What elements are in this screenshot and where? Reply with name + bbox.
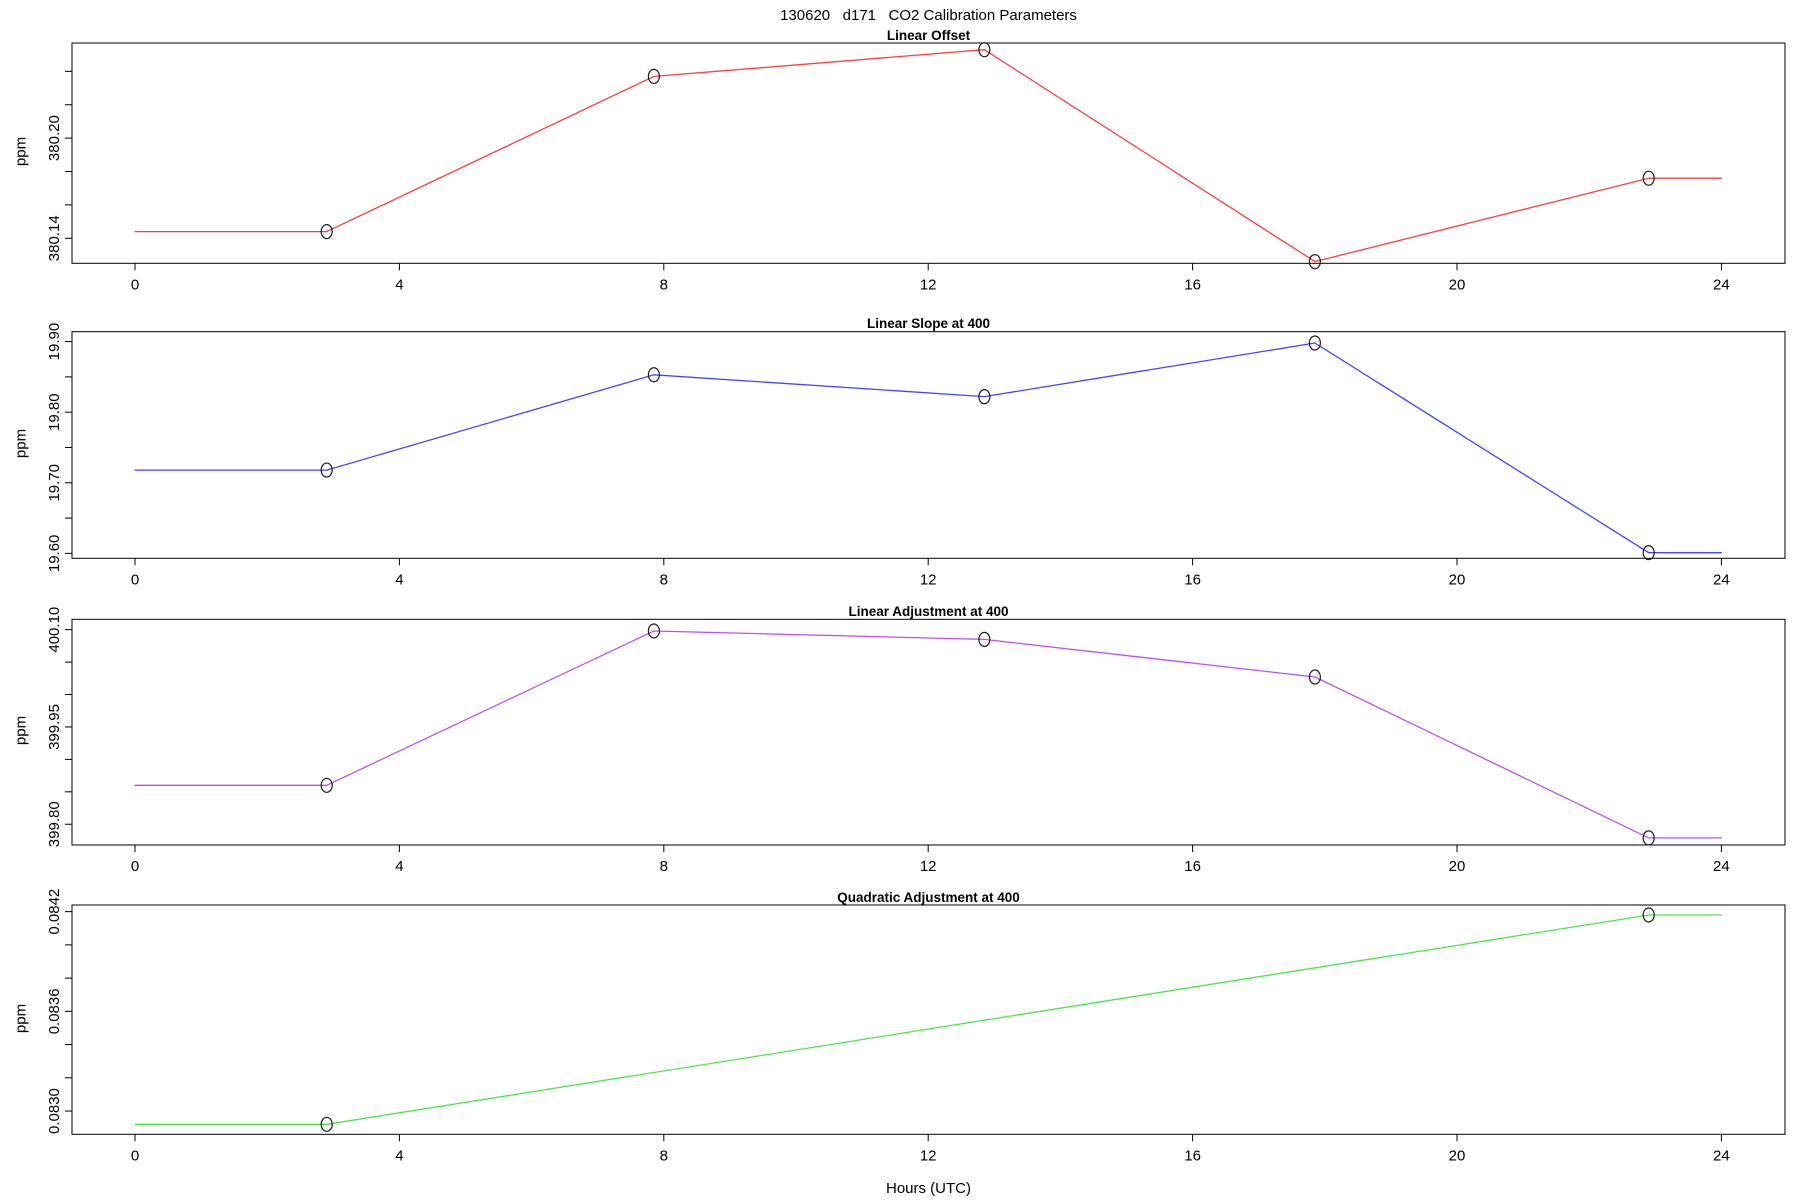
x-tick-label: 4	[395, 1147, 403, 1164]
data-point-marker	[647, 367, 660, 383]
data-point-marker	[1308, 669, 1321, 685]
data-point-marker	[320, 223, 333, 240]
x-tick-label: 12	[920, 1147, 937, 1164]
x-tick-label: 12	[920, 571, 937, 588]
x-tick-label: 0	[131, 858, 139, 875]
data-point-marker	[978, 631, 991, 648]
x-tick-label: 20	[1449, 276, 1466, 293]
panel-box	[71, 618, 1786, 846]
data-point-marker	[1308, 335, 1321, 351]
y-tick-label: 399.95	[46, 704, 63, 750]
page-title: 130620 d171 CO2 Calibration Parameters	[780, 7, 1077, 24]
y-tick-label: 19.80	[46, 393, 63, 431]
x-tick-label: 16	[1184, 1147, 1201, 1164]
y-axis-label-ppm-2: ppm	[12, 428, 30, 459]
data-point-marker	[1642, 170, 1655, 186]
panel-2: 19.60 19.70 19.80 19.90 0 4 8 12 16 20 24	[46, 323, 1786, 588]
panel-title-linear-offset: Linear Offset	[886, 28, 971, 43]
x-tick-label: 12	[920, 276, 937, 293]
x-tick-label: 4	[395, 571, 403, 588]
panel-3: 399.80 399.95 400.10 0 4 8 12 16 20 24	[46, 607, 1786, 875]
x-tick-label: 16	[1184, 571, 1201, 588]
x-tick-label: 4	[395, 276, 403, 293]
y-tick-label: 0.0830	[46, 1088, 63, 1134]
x-tick-label: 24	[1713, 571, 1730, 588]
x-tick-label: 0	[131, 1147, 139, 1164]
x-tick-label: 8	[660, 1147, 668, 1164]
x-tick-label: 24	[1713, 858, 1730, 875]
panel-1: 380.14 380.20 0 4 8 12 16 20 24	[46, 42, 1786, 293]
y-tick-label: 0.0836	[46, 988, 63, 1034]
y-tick-label: 19.70	[46, 464, 63, 502]
data-point-marker	[647, 623, 660, 639]
y-axis-label-ppm-3: ppm	[12, 715, 30, 746]
data-point-marker	[1642, 545, 1655, 561]
x-tick-label: 0	[131, 571, 139, 588]
series-line	[134, 914, 1723, 1125]
data-point-marker	[1642, 830, 1655, 846]
data-point-marker	[320, 462, 333, 478]
x-tick-label: 12	[920, 858, 937, 875]
data-point-marker	[320, 777, 333, 793]
y-axis-label-ppm-1: ppm	[12, 136, 30, 167]
data-point-marker	[1308, 254, 1321, 270]
x-tick-label: 8	[660, 858, 668, 875]
x-tick-label: 20	[1449, 571, 1466, 588]
x-tick-label: 0	[131, 276, 139, 293]
x-tick-label: 20	[1449, 858, 1466, 875]
y-tick-label: 400.10	[46, 607, 63, 653]
panel-title-quadratic-adjustment: Quadratic Adjustment at 400	[837, 890, 1020, 905]
x-tick-label: 4	[395, 858, 403, 875]
x-tick-label: 24	[1713, 276, 1730, 293]
y-tick-label: 19.60	[46, 535, 63, 573]
panel-box	[71, 331, 1786, 559]
data-point-marker	[320, 1116, 333, 1132]
x-tick-label: 16	[1184, 276, 1201, 293]
x-tick-label: 24	[1713, 1147, 1730, 1164]
data-point-marker	[1642, 907, 1655, 923]
panel-box	[71, 904, 1786, 1135]
x-tick-label: 16	[1184, 858, 1201, 875]
y-tick-label: 380.14	[46, 215, 63, 261]
y-tick-label: 399.80	[46, 801, 63, 847]
x-tick-label: 8	[660, 571, 668, 588]
y-axis-label-ppm-4: ppm	[12, 1003, 30, 1034]
y-tick-label: 380.20	[46, 115, 63, 161]
x-axis-label: Hours (UTC)	[886, 1180, 971, 1197]
series-line	[134, 342, 1723, 554]
panel-title-linear-slope: Linear Slope at 400	[866, 316, 991, 331]
x-tick-label: 8	[660, 276, 668, 293]
panel-4: 0.0830 0.0836 0.0842 0 4 8 12 16 20 24	[46, 889, 1786, 1164]
y-tick-label: 0.0842	[46, 889, 63, 935]
data-point-marker	[978, 389, 991, 405]
panel-title-linear-adjustment: Linear Adjustment at 400	[848, 604, 1009, 619]
x-tick-label: 20	[1449, 1147, 1466, 1164]
series-line	[134, 49, 1723, 263]
data-point-marker	[978, 42, 991, 58]
y-tick-label: 19.90	[46, 323, 63, 361]
series-line	[134, 630, 1723, 839]
data-point-marker	[647, 68, 660, 84]
